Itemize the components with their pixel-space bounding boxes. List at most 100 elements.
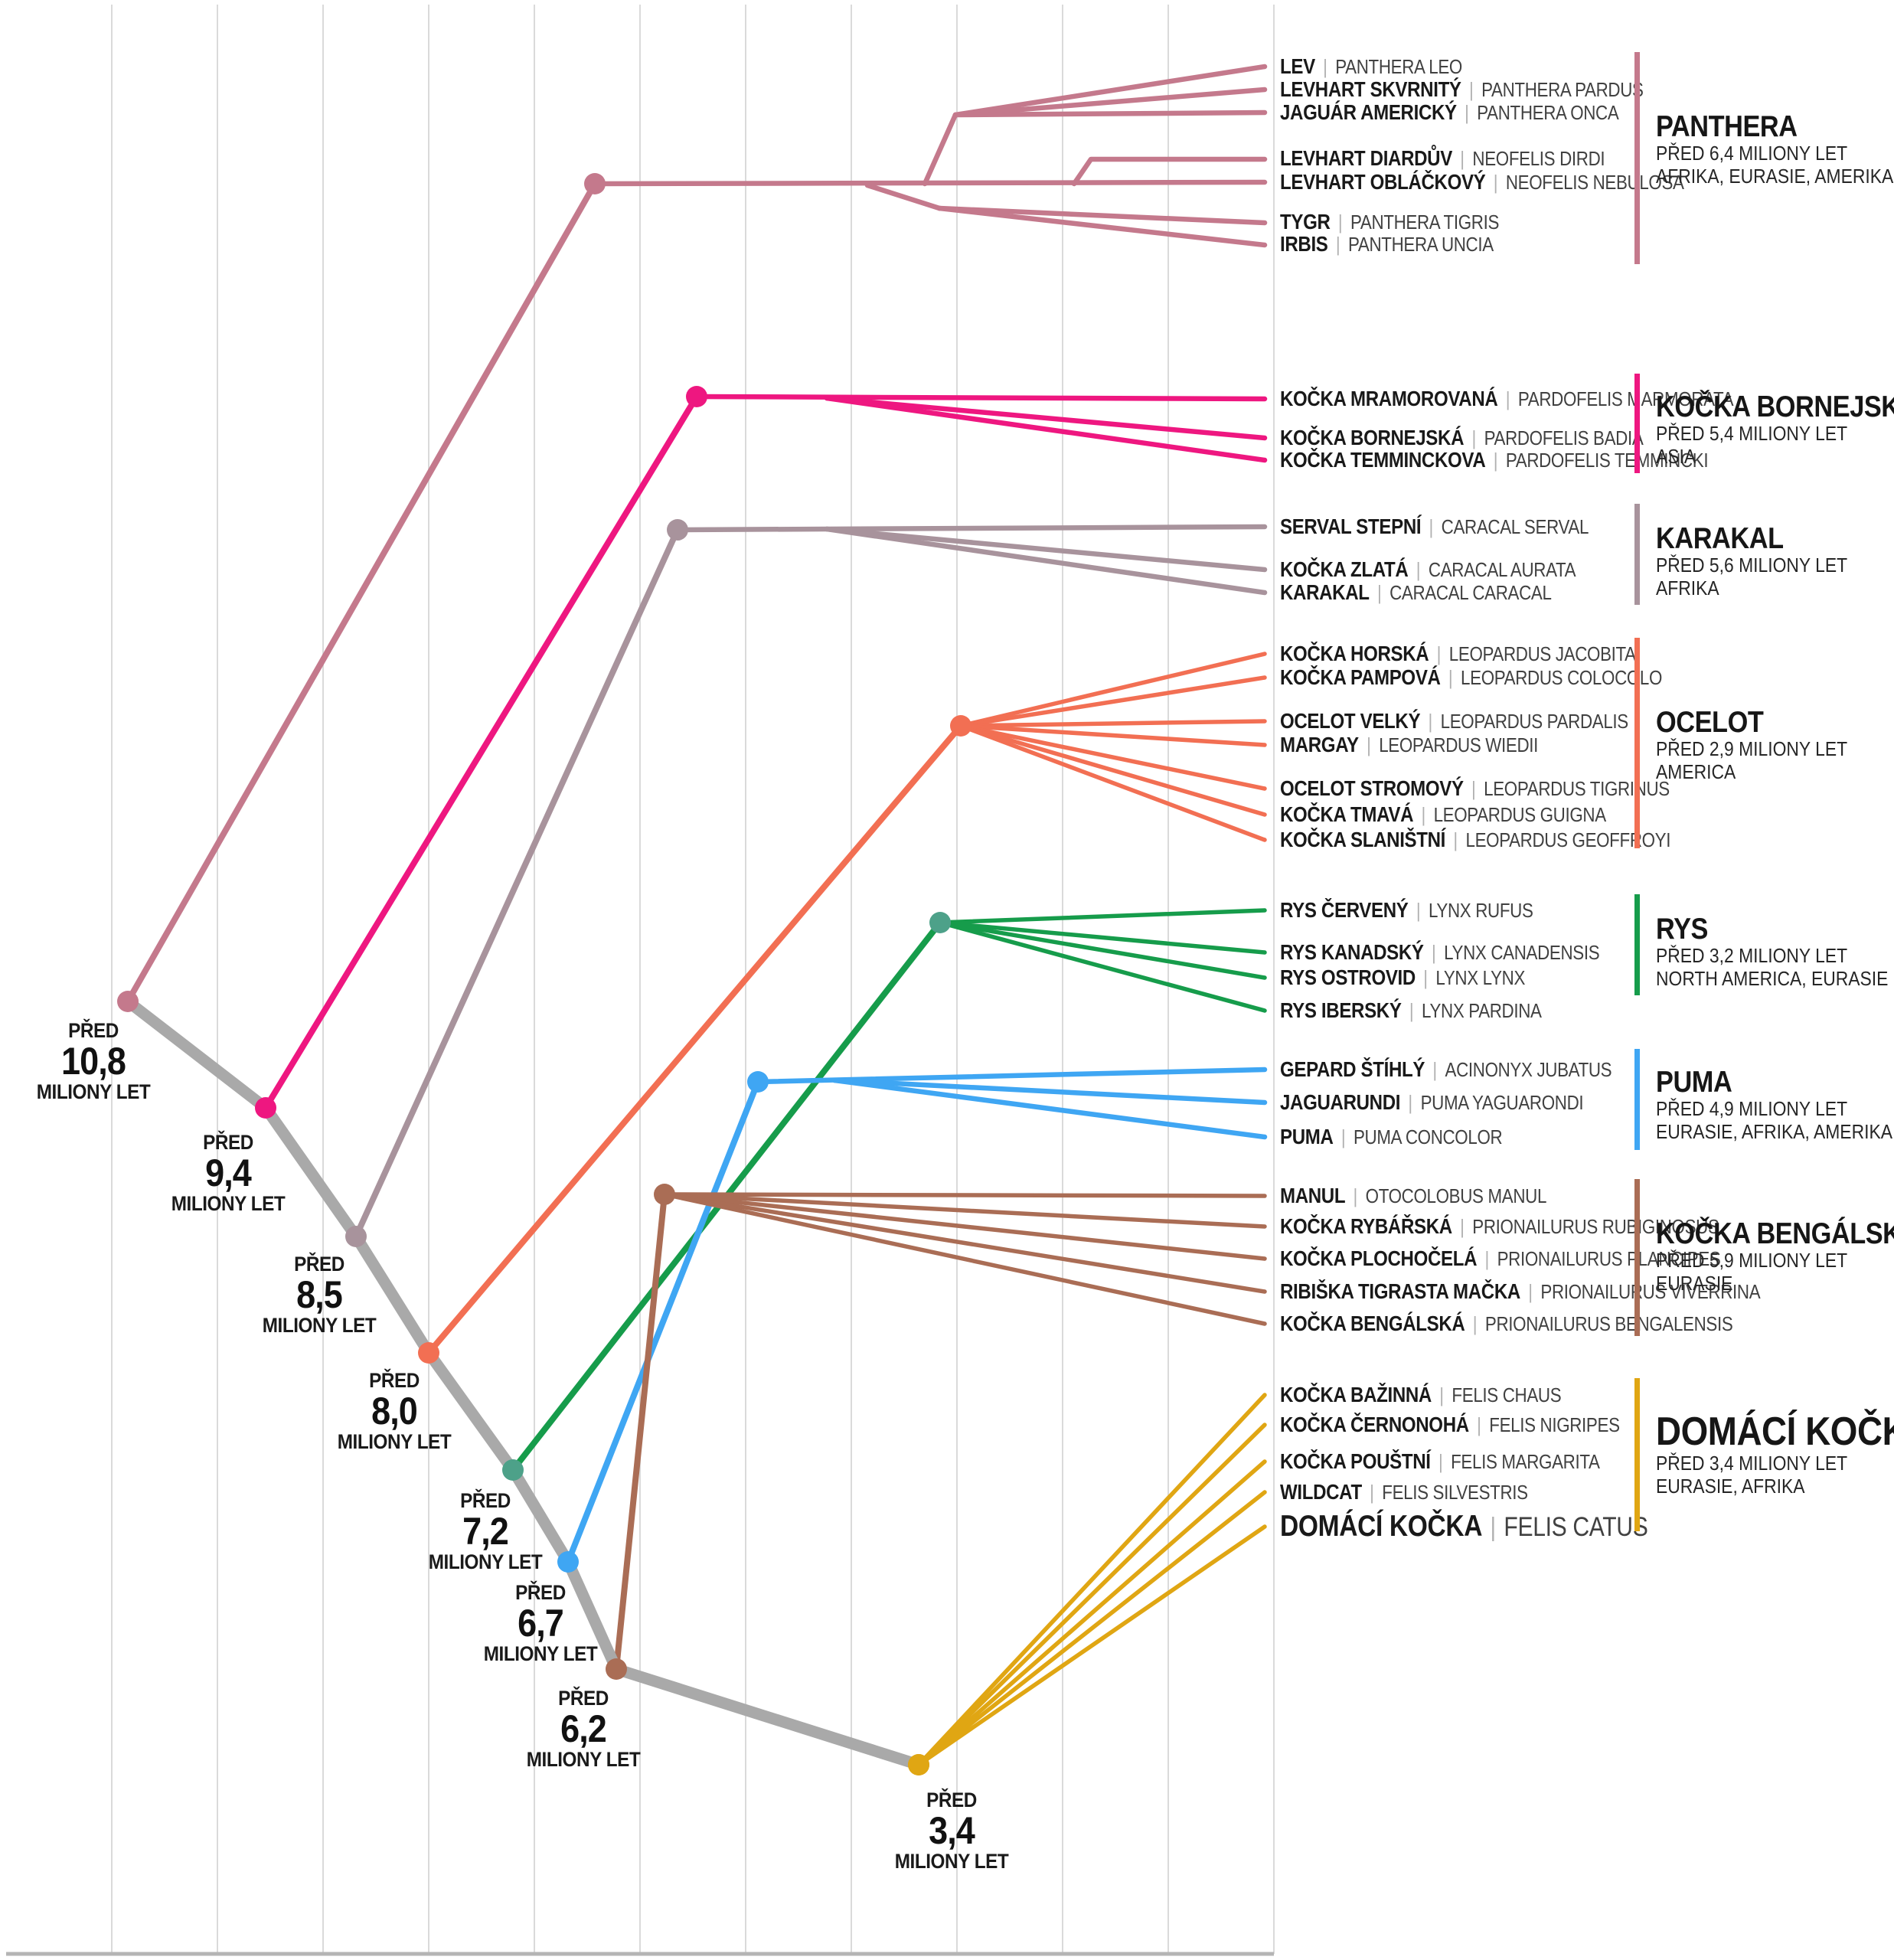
species-line xyxy=(916,1393,1267,1767)
separator-bar: | xyxy=(1453,828,1458,851)
separator-bar: | xyxy=(1323,55,1327,78)
branch-line xyxy=(263,394,700,1111)
time-label-post: MILIONY LET xyxy=(171,1192,286,1216)
group-label: KOČKA BENGÁLSKÁ PŘED 5,9 MILIONY LET EURAS… xyxy=(1656,1219,1894,1295)
species-row: KOČKA ČERNONOHÁ | FELIS NIGRIPES xyxy=(1280,1413,1620,1437)
species-line xyxy=(952,64,1268,118)
species-common-name: TYGR xyxy=(1280,210,1331,234)
time-label-value: 7,2 xyxy=(462,1510,509,1553)
species-common-name: KOČKA TMAVÁ xyxy=(1280,802,1414,826)
species-latin-name: PANTHERA TIGRIS xyxy=(1350,211,1500,234)
species-row: TYGR | PANTHERA TIGRIS xyxy=(1280,210,1499,234)
species-line xyxy=(824,526,1268,573)
species-row: LEVHART SKVRNITÝ | PANTHERA PARDUS xyxy=(1280,77,1644,102)
species-row: KOČKA POUŠTNÍ | FELIS MARGARITA xyxy=(1280,1449,1600,1474)
separator-bar: | xyxy=(1340,1125,1346,1148)
time-label-pre: PŘED xyxy=(558,1687,609,1710)
separator-bar: | xyxy=(1438,1450,1443,1473)
species-common-name: WILDCAT xyxy=(1280,1480,1362,1504)
species-row: KARAKAL | CARACAL CARACAL xyxy=(1280,580,1552,605)
time-label: PŘED 6,7 MILIONY LET xyxy=(484,1581,598,1665)
species-row: KOČKA TMAVÁ | LEOPARDUS GUIGNA xyxy=(1280,802,1606,827)
species-row: IRBIS | PANTHERA UNCIA xyxy=(1280,232,1494,256)
species-row: KOČKA BENGÁLSKÁ | PRIONAILURUS BENGALENSIS xyxy=(1280,1312,1733,1336)
group-label: DOMÁCÍ KOČKAPŘED 3,4 MILIONY LETEURASIE,… xyxy=(1656,1412,1894,1498)
group-node xyxy=(667,519,688,541)
group-label: PANTHERA PŘED 6,4 MILIONY LET AFRIKA, EURA… xyxy=(1656,112,1893,188)
separator-bar: | xyxy=(1421,803,1426,826)
species-line xyxy=(824,526,1268,596)
species-common-name: KOČKA ZLATÁ xyxy=(1280,557,1409,581)
species-common-name: JAGUÁR AMERICKÝ xyxy=(1280,100,1457,124)
species-line xyxy=(936,205,1268,226)
separator-bar: | xyxy=(1431,941,1436,964)
species-line xyxy=(952,109,1268,118)
time-node xyxy=(418,1342,439,1364)
separator-bar: | xyxy=(1490,1513,1497,1542)
time-node xyxy=(255,1097,276,1119)
species-common-name: MANUL xyxy=(1280,1184,1346,1207)
separator-bar: | xyxy=(1370,1481,1374,1504)
separator-bar: | xyxy=(1429,515,1434,538)
species-latin-name: ACINONYX JUBATUS xyxy=(1445,1058,1612,1081)
species-row: LEVHART OBLÁČKOVÝ | NEOFELIS NEBULOSA xyxy=(1280,170,1684,194)
species-latin-name: PUMA CONCOLOR xyxy=(1353,1125,1503,1148)
species-latin-name: PRIONAILURUS RUBIGINOSUS xyxy=(1472,1215,1719,1238)
species-common-name: KOČKA SLANIŠTNÍ xyxy=(1280,828,1446,851)
separator-bar: | xyxy=(1460,147,1465,170)
time-label: PŘED 8,0 MILIONY LET xyxy=(338,1369,452,1453)
time-label-post: MILIONY LET xyxy=(262,1314,377,1338)
time-label-value: 8,0 xyxy=(371,1390,418,1433)
time-label-post: MILIONY LET xyxy=(894,1850,1009,1873)
species-row: KOČKA PAMPOVÁ | LEOPARDUS COLOCOLO xyxy=(1280,665,1662,690)
species-row: WILDCAT | FELIS SILVESTRIS xyxy=(1280,1480,1528,1504)
time-label-pre: PŘED xyxy=(460,1489,511,1512)
time-label-value: 3,4 xyxy=(929,1809,975,1853)
species-latin-name: CARACAL CARACAL xyxy=(1389,581,1552,604)
species-latin-name: PARDOFELIS MARMORATA xyxy=(1517,387,1734,410)
species-common-name: KOČKA MRAMOROVANÁ xyxy=(1280,387,1498,410)
species-latin-name: OTOCOLOBUS MANUL xyxy=(1365,1184,1547,1207)
species-latin-name: LEOPARDUS JACOBITA xyxy=(1448,642,1636,665)
species-common-name: KOČKA TEMMINCKOVA xyxy=(1280,448,1486,472)
separator-bar: | xyxy=(1408,1091,1413,1114)
species-latin-name: PANTHERA PARDUS xyxy=(1481,78,1644,101)
species-line xyxy=(916,1423,1267,1767)
species-line xyxy=(958,652,1267,728)
species-common-name: IRBIS xyxy=(1280,232,1328,256)
group-bar xyxy=(1634,374,1640,473)
species-line xyxy=(938,920,1267,955)
time-label-post: MILIONY LET xyxy=(526,1748,641,1772)
species-common-name: LEVHART OBLÁČKOVÝ xyxy=(1280,170,1486,194)
group-node xyxy=(929,912,951,933)
group-region: EURASIE xyxy=(1656,1272,1733,1295)
group-age: PŘED 2,9 MILIONY LET xyxy=(1656,737,1848,760)
group-region: NORTH AMERICA, EURASIE xyxy=(1656,967,1889,991)
group-region: AMERICA xyxy=(1656,760,1736,784)
group-bar xyxy=(1634,504,1640,605)
group-title: KOČKA BORNEJSKÁ xyxy=(1656,390,1894,423)
group-title: KOČKA BENGÁLSKÁ xyxy=(1656,1217,1894,1250)
group-region: ASIA xyxy=(1656,445,1696,469)
species-row: KOČKA SLANIŠTNÍ | LEOPARDUS GEOFFROYI xyxy=(1280,828,1670,852)
species-row: JAGUARUNDI | PUMA YAGUARONDI xyxy=(1280,1090,1584,1115)
group-bar xyxy=(1634,52,1640,264)
species-line xyxy=(864,182,942,211)
separator-bar: | xyxy=(1436,642,1442,665)
time-node xyxy=(502,1459,524,1481)
group-age: PŘED 5,6 MILIONY LET xyxy=(1656,554,1848,577)
separator-bar: | xyxy=(1428,710,1433,733)
group-title: KARAKAL xyxy=(1656,522,1784,555)
species-line xyxy=(938,908,1267,925)
time-label-pre: PŘED xyxy=(926,1788,977,1811)
separator-bar: | xyxy=(1493,449,1498,472)
species-row: KOČKA MRAMOROVANÁ | PARDOFELIS MARMORATA xyxy=(1280,387,1734,411)
time-node xyxy=(117,991,139,1012)
species-line xyxy=(958,724,1267,817)
species-line xyxy=(952,87,1268,118)
species-latin-name: PANTHERA UNCIA xyxy=(1347,233,1494,256)
species-row: KOČKA TEMMINCKOVA | PARDOFELIS TEMMINCKI xyxy=(1280,448,1709,472)
species-common-name: RYS IBERSKÝ xyxy=(1280,998,1402,1022)
